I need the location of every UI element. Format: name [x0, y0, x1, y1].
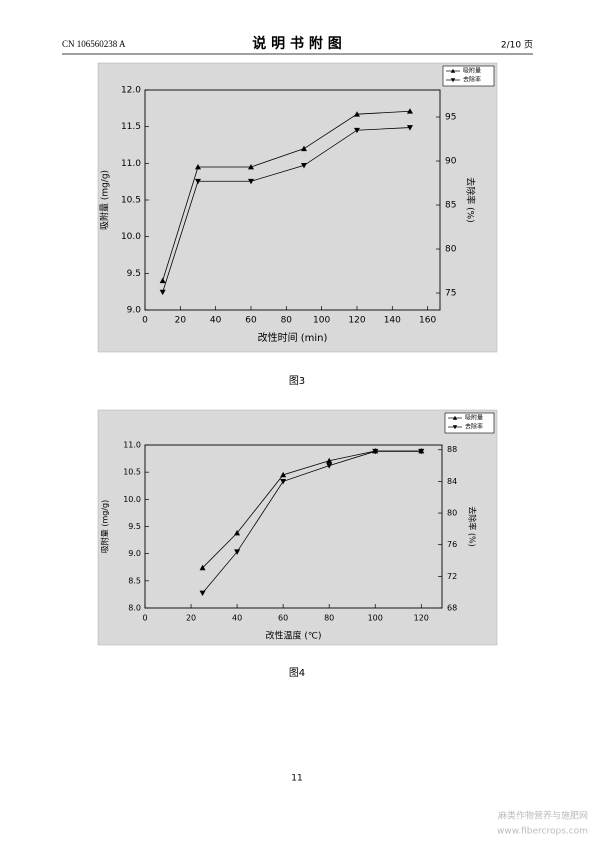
y2-tick-label: 80: [445, 245, 457, 255]
legend-label: 去除率: [463, 76, 481, 84]
legend-label: 吸附量: [465, 414, 483, 422]
y-tick-label: 11.5: [121, 122, 141, 132]
y-tick-label: 10.5: [123, 468, 141, 477]
y2-tick-label: 88: [447, 445, 457, 454]
data-marker: [280, 471, 287, 478]
x-tick-label: 80: [324, 614, 334, 623]
series-line: [162, 110, 410, 281]
y-tick-label: 10.0: [123, 495, 141, 504]
legend-marker: [450, 68, 456, 73]
data-marker: [194, 178, 201, 185]
data-marker: [159, 289, 166, 296]
page-number: 11: [291, 774, 302, 784]
data-marker: [247, 164, 254, 170]
legend-label: 吸附量: [463, 67, 481, 75]
data-marker: [406, 108, 413, 114]
y2-tick-label: 80: [447, 509, 457, 518]
y-tick-label: 9.5: [127, 269, 141, 279]
chart-background: [97, 62, 498, 353]
y-tick-label: 8.0: [128, 604, 141, 613]
x-tick-label: 80: [281, 316, 293, 326]
x-tick-label: 140: [384, 316, 401, 326]
x-tick-label: 100: [313, 316, 330, 326]
data-marker: [159, 277, 166, 284]
data-marker: [326, 463, 333, 469]
y2-tick-label: 75: [445, 289, 456, 299]
data-marker: [194, 164, 201, 170]
x-tick-label: 100: [368, 614, 383, 623]
data-marker: [247, 178, 254, 185]
x-tick-label: 120: [348, 316, 365, 326]
y-axis-label: 吸附量 (mg/g): [100, 500, 110, 553]
y-tick-label: 9.5: [128, 522, 141, 531]
data-marker: [418, 448, 425, 455]
x-tick-label: 0: [142, 316, 148, 326]
watermark: www.fibercrops.com: [497, 827, 588, 837]
header-title: 说 明 书 附 图: [252, 35, 342, 52]
series-line: [202, 450, 422, 594]
data-marker: [326, 457, 333, 464]
header-right: 2/10 页: [501, 40, 533, 51]
x-tick-label: 0: [142, 614, 147, 623]
y-tick-label: 11.0: [123, 441, 141, 450]
data-marker: [234, 530, 241, 536]
x-axis-label: 改性时间 (min): [258, 331, 328, 344]
x-tick-label: 60: [245, 316, 257, 326]
y2-tick-label: 68: [447, 604, 457, 613]
y-tick-label: 9.0: [128, 549, 141, 558]
y2-tick-label: 90: [445, 157, 457, 167]
y-tick-label: 9.0: [127, 306, 142, 316]
x-axis-label: 改性温度 (℃): [266, 630, 322, 642]
x-tick-label: 20: [186, 614, 196, 623]
x-tick-label: 20: [175, 316, 187, 326]
x-tick-label: 160: [419, 316, 436, 326]
y2-tick-label: 76: [447, 540, 457, 549]
x-tick-label: 120: [414, 614, 429, 623]
data-marker: [199, 564, 206, 571]
data-marker: [199, 590, 206, 596]
figure-caption: 图4: [289, 667, 305, 679]
series-line: [162, 127, 410, 293]
watermark: 麻类作物营养与施肥网: [498, 810, 588, 822]
y-tick-label: 10.5: [121, 196, 141, 206]
data-marker: [280, 478, 287, 485]
data-marker: [353, 127, 360, 134]
y2-axis-label: 去除率 (%): [468, 506, 478, 546]
y-axis-label: 吸附量 (mg/g): [99, 170, 111, 230]
data-marker: [300, 163, 307, 169]
x-tick-label: 40: [232, 614, 242, 623]
chart-background: [97, 409, 498, 646]
y2-tick-label: 84: [447, 477, 457, 486]
y-tick-label: 8.5: [128, 576, 141, 585]
y2-tick-label: 95: [445, 113, 456, 123]
y-tick-label: 10.0: [121, 232, 141, 242]
y2-tick-label: 85: [445, 201, 456, 211]
x-tick-label: 60: [278, 614, 288, 623]
y-tick-label: 12.0: [121, 86, 141, 96]
legend-marker: [452, 415, 458, 420]
header-left: CN 106560238 A: [62, 39, 126, 49]
y-tick-label: 11.0: [121, 159, 141, 169]
y2-axis-label: 去除率 (%): [465, 177, 477, 222]
figure-caption: 图3: [289, 375, 305, 387]
data-marker: [234, 549, 241, 555]
x-tick-label: 40: [210, 316, 222, 326]
y2-tick-label: 72: [447, 572, 457, 581]
data-marker: [406, 125, 413, 131]
data-marker: [300, 145, 307, 152]
data-marker: [353, 111, 360, 117]
legend-marker: [450, 78, 456, 83]
legend-marker: [452, 425, 458, 430]
legend-label: 去除率: [465, 423, 483, 431]
data-marker: [372, 448, 379, 455]
